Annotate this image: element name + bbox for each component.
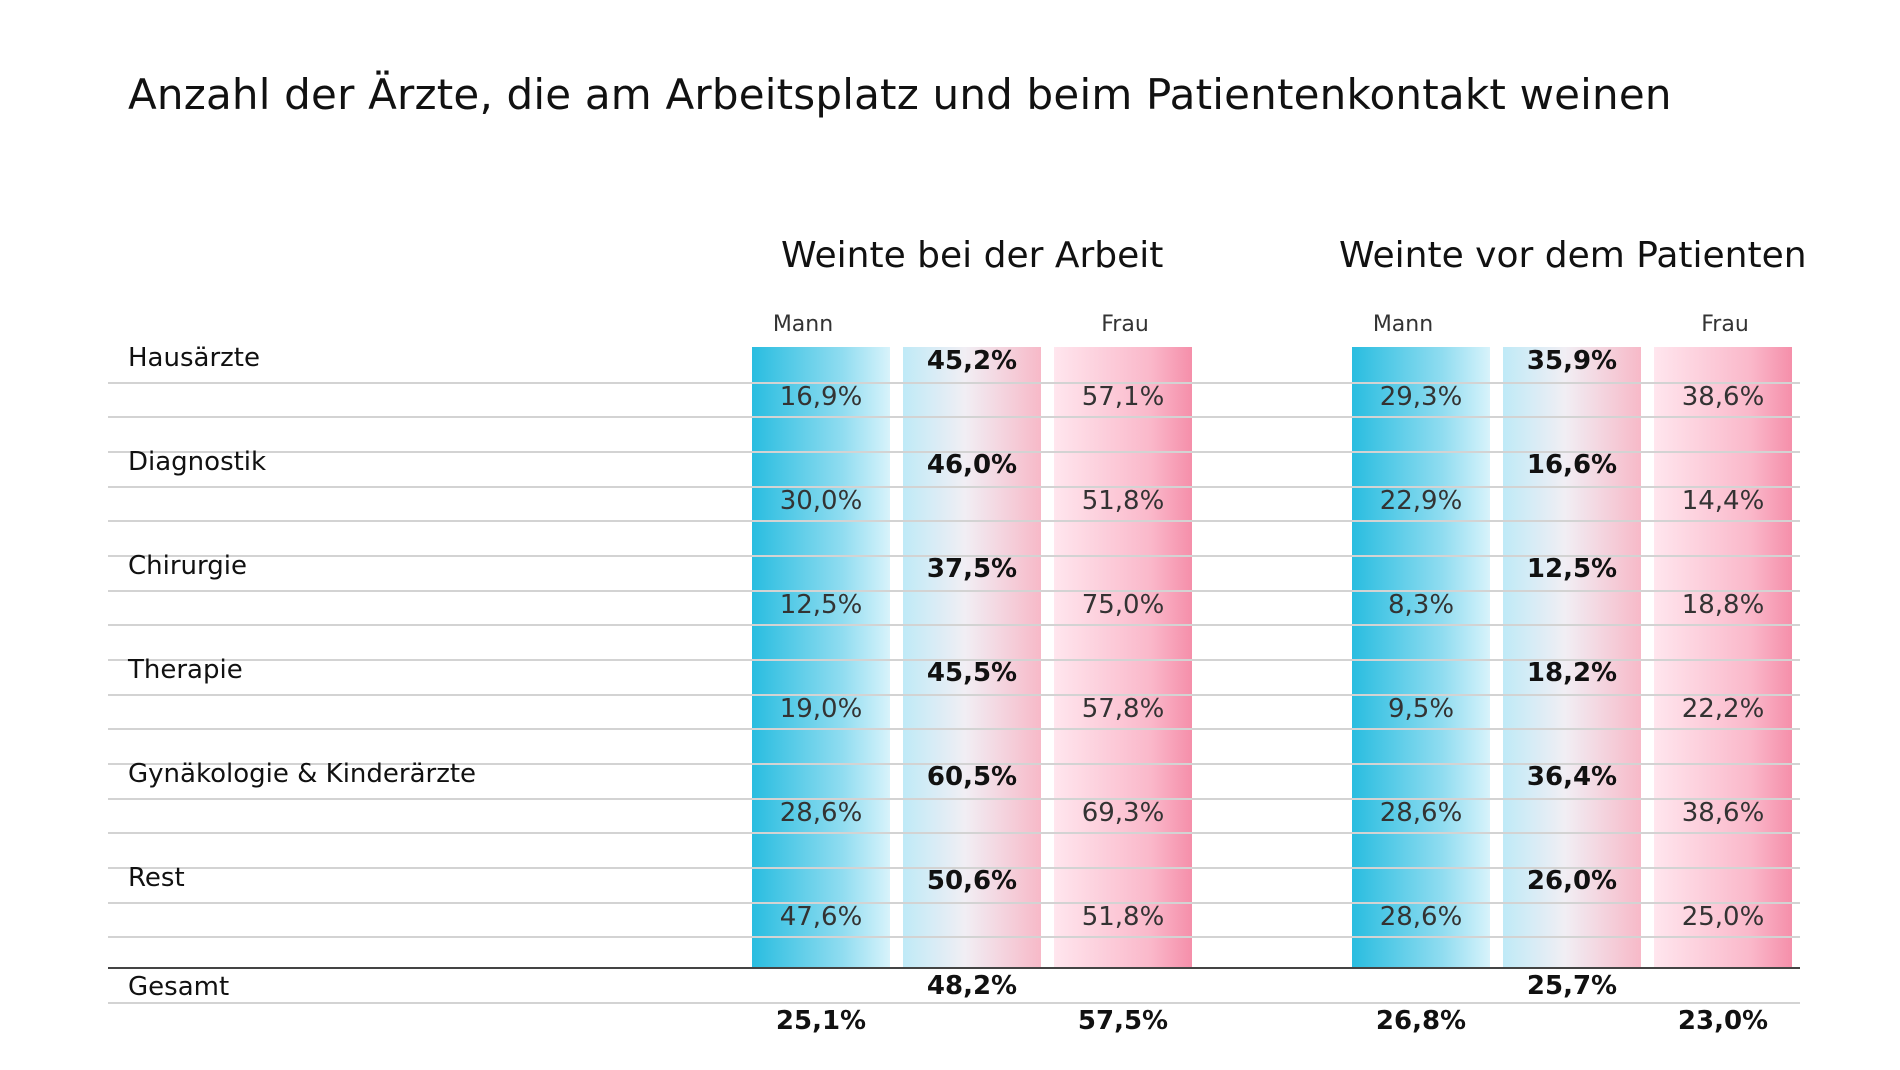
value-mann-arbeit: 16,9% bbox=[779, 382, 863, 412]
value-gesamt-arbeit: 37,5% bbox=[926, 554, 1018, 584]
band-gesamt-patient bbox=[1503, 347, 1641, 967]
total-mann-arbeit: 25,1% bbox=[775, 1006, 867, 1036]
value-frau-patient: 22,2% bbox=[1681, 694, 1765, 724]
row-rule bbox=[108, 832, 1800, 834]
value-gesamt-arbeit: 45,2% bbox=[926, 346, 1018, 376]
row-rule bbox=[108, 936, 1800, 938]
value-mann-arbeit: 28,6% bbox=[779, 798, 863, 828]
row-rule bbox=[108, 694, 1800, 696]
row-rule bbox=[108, 382, 1800, 384]
group-title-arbeit: Weinte bei der Arbeit bbox=[781, 235, 1164, 276]
value-frau-patient: 14,4% bbox=[1681, 486, 1765, 516]
chart-title: Anzahl der Ärzte, die am Arbeitsplatz un… bbox=[128, 70, 1672, 119]
total-mann-patient: 26,8% bbox=[1375, 1006, 1467, 1036]
total-rule bbox=[108, 967, 1800, 969]
total-gesamt-arbeit: 48,2% bbox=[926, 971, 1018, 1001]
value-gesamt-patient: 16,6% bbox=[1526, 450, 1618, 480]
column-label-frau: Frau bbox=[1701, 312, 1749, 337]
row-rule bbox=[108, 902, 1800, 904]
value-frau-arbeit: 57,1% bbox=[1081, 382, 1165, 412]
value-frau-patient: 38,6% bbox=[1681, 382, 1765, 412]
value-gesamt-arbeit: 46,0% bbox=[926, 450, 1018, 480]
value-mann-patient: 28,6% bbox=[1379, 902, 1463, 932]
value-mann-patient: 9,5% bbox=[1387, 694, 1455, 724]
value-frau-arbeit: 51,8% bbox=[1081, 902, 1165, 932]
total-frau-patient: 23,0% bbox=[1677, 1006, 1769, 1036]
value-mann-arbeit: 19,0% bbox=[779, 694, 863, 724]
value-frau-patient: 25,0% bbox=[1681, 902, 1765, 932]
total-label: Gesamt bbox=[128, 972, 230, 1002]
value-gesamt-patient: 26,0% bbox=[1526, 866, 1618, 896]
category-label: Therapie bbox=[128, 655, 243, 685]
value-gesamt-arbeit: 45,5% bbox=[926, 658, 1018, 688]
value-mann-patient: 8,3% bbox=[1387, 590, 1455, 620]
category-label: Diagnostik bbox=[128, 447, 267, 477]
value-mann-arbeit: 47,6% bbox=[779, 902, 863, 932]
value-frau-patient: 38,6% bbox=[1681, 798, 1765, 828]
row-rule bbox=[108, 520, 1800, 522]
value-gesamt-arbeit: 60,5% bbox=[926, 762, 1018, 792]
row-rule bbox=[108, 451, 1800, 453]
value-gesamt-patient: 36,4% bbox=[1526, 762, 1618, 792]
column-label-frau: Frau bbox=[1101, 312, 1149, 337]
row-rule bbox=[108, 416, 1800, 418]
category-label: Chirurgie bbox=[128, 551, 247, 581]
category-label: Hausärzte bbox=[128, 343, 260, 373]
total-frau-arbeit: 57,5% bbox=[1077, 1006, 1169, 1036]
row-rule bbox=[108, 555, 1800, 557]
category-label: Rest bbox=[128, 863, 185, 893]
value-frau-arbeit: 51,8% bbox=[1081, 486, 1165, 516]
value-frau-arbeit: 75,0% bbox=[1081, 590, 1165, 620]
column-label-mann: Mann bbox=[1372, 312, 1434, 337]
row-rule bbox=[108, 763, 1800, 765]
value-frau-patient: 18,8% bbox=[1681, 590, 1765, 620]
band-mann-patient bbox=[1352, 347, 1490, 967]
band-frau-arbeit bbox=[1054, 347, 1192, 967]
value-mann-patient: 22,9% bbox=[1379, 486, 1463, 516]
value-mann-arbeit: 30,0% bbox=[779, 486, 863, 516]
row-rule bbox=[108, 659, 1800, 661]
group-title-patient: Weinte vor dem Patienten bbox=[1339, 235, 1807, 276]
band-mann-arbeit bbox=[752, 347, 890, 967]
value-frau-arbeit: 69,3% bbox=[1081, 798, 1165, 828]
row-rule bbox=[108, 624, 1800, 626]
total-sub-rule bbox=[108, 1002, 1800, 1004]
value-gesamt-patient: 12,5% bbox=[1526, 554, 1618, 584]
value-mann-arbeit: 12,5% bbox=[779, 590, 863, 620]
value-mann-patient: 29,3% bbox=[1379, 382, 1463, 412]
value-mann-patient: 28,6% bbox=[1379, 798, 1463, 828]
value-gesamt-patient: 18,2% bbox=[1526, 658, 1618, 688]
total-gesamt-patient: 25,7% bbox=[1526, 971, 1618, 1001]
row-rule bbox=[108, 867, 1800, 869]
category-label: Gynäkologie & Kinderärzte bbox=[128, 759, 477, 789]
column-label-mann: Mann bbox=[772, 312, 834, 337]
value-gesamt-arbeit: 50,6% bbox=[926, 866, 1018, 896]
row-rule bbox=[108, 486, 1800, 488]
row-rule bbox=[108, 590, 1800, 592]
band-frau-patient bbox=[1654, 347, 1792, 967]
row-rule bbox=[108, 798, 1800, 800]
row-rule bbox=[108, 728, 1800, 730]
value-frau-arbeit: 57,8% bbox=[1081, 694, 1165, 724]
band-gesamt-arbeit bbox=[903, 347, 1041, 967]
value-gesamt-patient: 35,9% bbox=[1526, 346, 1618, 376]
